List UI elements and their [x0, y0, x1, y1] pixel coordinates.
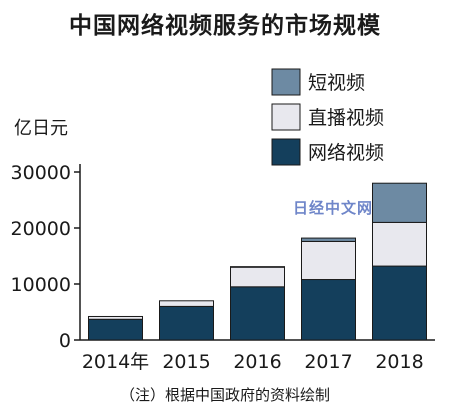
bar-segment-1 — [159, 305, 214, 341]
x-tick-label: 2016 — [233, 351, 281, 373]
legend-swatch — [271, 103, 301, 131]
y-tick-label: 30000 — [11, 162, 71, 184]
bar-segment-3 — [301, 237, 356, 242]
bar-segment-1 — [230, 286, 285, 341]
y-axis-label: 亿日元 — [14, 118, 68, 139]
bar-segment-2 — [159, 300, 214, 307]
bar-segment-1 — [88, 318, 143, 341]
watermark-text: 日经中文网 — [293, 199, 374, 217]
bar-segment-1 — [372, 265, 427, 341]
x-tick-label: 2017 — [304, 351, 352, 373]
y-tick-label: 10000 — [11, 274, 71, 296]
bar-segment-2 — [88, 315, 143, 320]
source-note: （注）根据中国政府的资料绘制 — [119, 386, 330, 404]
x-tick-label: 2018 — [375, 351, 423, 373]
legend-label: 直播视频 — [308, 107, 384, 129]
bar-segment-1 — [301, 279, 356, 341]
bar-segment-2 — [372, 221, 427, 267]
y-tick-label: 20000 — [11, 218, 71, 240]
bar-segment-2 — [230, 266, 285, 288]
legend-label: 网络视频 — [308, 142, 384, 164]
bar-segment-2 — [301, 240, 356, 281]
chart-title: 中国网络视频服务的市场规模 — [69, 13, 381, 39]
legend-swatch — [271, 68, 301, 96]
legend-swatch — [271, 138, 301, 166]
x-tick-label: 2015 — [162, 351, 210, 373]
x-tick-label: 2014年 — [82, 351, 149, 373]
y-tick-label: 0 — [59, 330, 71, 352]
bar-segment-3 — [230, 266, 285, 268]
legend-label: 短视频 — [308, 72, 365, 94]
bar-segment-3 — [372, 182, 427, 223]
